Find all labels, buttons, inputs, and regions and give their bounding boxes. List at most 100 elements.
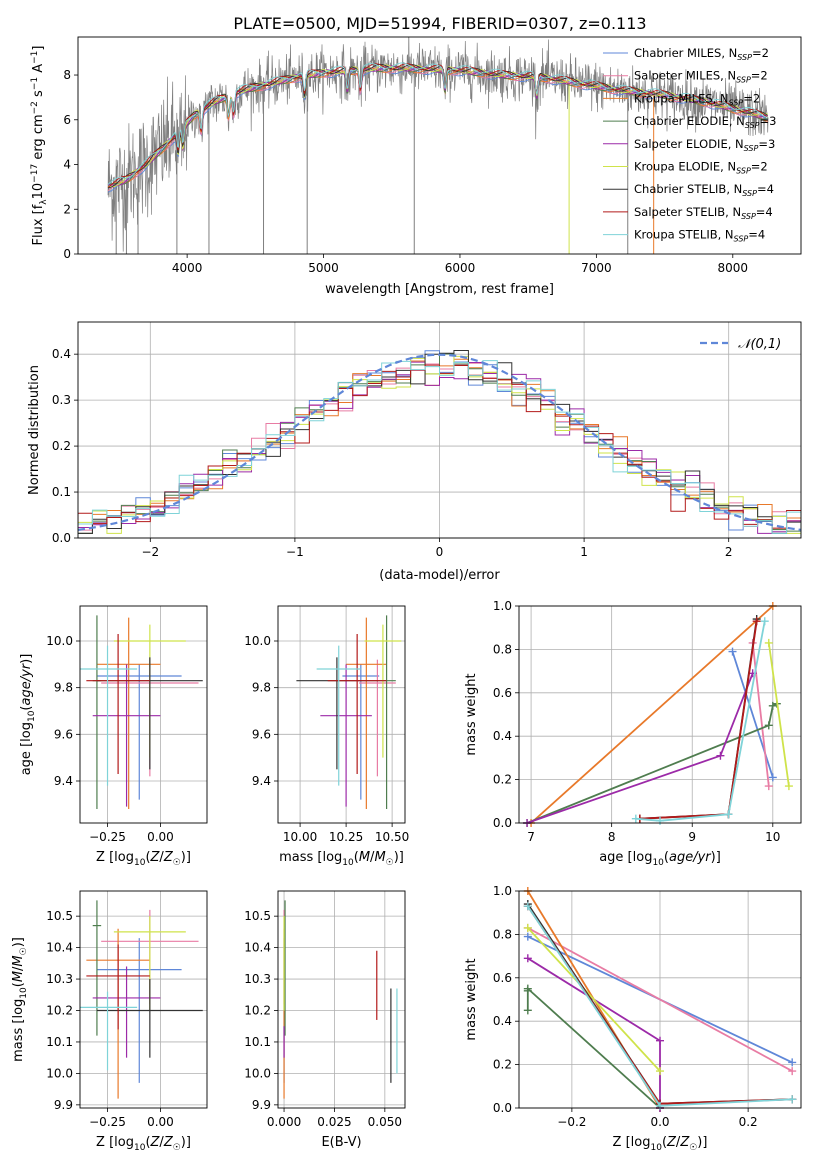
x-tick-label: −0.2 bbox=[557, 1115, 586, 1129]
x-tick-label: 0.050 bbox=[368, 1115, 402, 1129]
spectrum-model-kroupa-elodie bbox=[107, 64, 768, 188]
weight-marker-salpeter-miles bbox=[788, 1067, 797, 1076]
x-tick-label: 9 bbox=[688, 830, 696, 844]
legend-entry: Kroupa MILES, NSSP=2 bbox=[634, 91, 760, 107]
spectrum-model-kroupa-stelib bbox=[107, 62, 768, 185]
y-tick-label: 9.9 bbox=[252, 1098, 271, 1112]
y-tick-label: 0.8 bbox=[493, 642, 512, 656]
plot-frame bbox=[77, 36, 802, 255]
x-tick-label: 0 bbox=[436, 545, 444, 559]
weight-marker-chabrier-miles bbox=[523, 932, 532, 941]
y-tick-label: 0.6 bbox=[493, 686, 512, 700]
weight-marker-kroupa-elodie bbox=[523, 923, 532, 932]
weight-line-salpeter-miles bbox=[751, 642, 770, 787]
x-tick-label: 0.2 bbox=[739, 1115, 758, 1129]
y-tick-label: 0.4 bbox=[493, 1014, 512, 1028]
weight-line-salpeter-elodie bbox=[526, 672, 754, 823]
y-tick-label: 10.5 bbox=[46, 909, 73, 923]
y-tick-label: 10.1 bbox=[46, 1035, 73, 1049]
x-axis-label: Z [log10(Z/Z☉)] bbox=[613, 1135, 708, 1153]
y-tick-label: 9.6 bbox=[252, 727, 271, 741]
weight-line-salpeter-elodie bbox=[527, 957, 661, 1108]
weight-marker-chabrier-elodie bbox=[768, 701, 777, 710]
weight-line-chabrier-stelib bbox=[639, 618, 758, 820]
weight-marker-chabrier-miles bbox=[728, 647, 737, 656]
x-tick-label: 8000 bbox=[718, 261, 749, 275]
y-tick-label: 0.6 bbox=[493, 971, 512, 985]
y-tick-label: 1.0 bbox=[493, 599, 512, 613]
weight-marker-chabrier-miles bbox=[768, 773, 777, 782]
x-tick-label: 7000 bbox=[581, 261, 612, 275]
weight-marker-kroupa-stelib bbox=[631, 814, 640, 823]
x-tick-label: −1 bbox=[286, 545, 304, 559]
x-tick-label: 10.00 bbox=[283, 830, 317, 844]
histogram-kroupa-stelib bbox=[78, 360, 801, 538]
x-axis-label: wavelength [Angstrom, rest frame] bbox=[325, 282, 554, 297]
weight-marker-chabrier-miles bbox=[788, 1058, 797, 1067]
weight-line-kroupa-elodie bbox=[767, 642, 790, 787]
x-axis-label: (data-model)/error bbox=[379, 568, 500, 583]
plot-frame bbox=[77, 321, 802, 539]
y-tick-label: 10.3 bbox=[46, 972, 73, 986]
residuals-legend: 𝒩(0,1) bbox=[700, 337, 781, 352]
legend-entry: Salpeter MILES, NSSP=2 bbox=[634, 69, 768, 85]
x-axis-label: age [log10(age/yr)] bbox=[599, 850, 721, 868]
y-axis-label: mass weight bbox=[464, 673, 479, 755]
figure-title: PLATE=0500, MJD=51994, FIBERID=0307, z=0… bbox=[233, 14, 646, 33]
x-tick-label: 6000 bbox=[445, 261, 476, 275]
plot-frame bbox=[79, 605, 208, 824]
y-axis-label: Flux [fλ10−17 erg cm−2 s−1 A−1] bbox=[30, 46, 49, 246]
weight-line-salpeter-miles bbox=[527, 927, 793, 1072]
weight-line-chabrier-elodie bbox=[526, 702, 778, 823]
legend-entry: Kroupa ELODIE, NSSP=2 bbox=[634, 160, 768, 176]
y-tick-label: 10.1 bbox=[244, 1035, 271, 1049]
spectrum-model-kroupa-miles bbox=[107, 66, 768, 189]
legend-entry: Chabrier MILES, NSSP=2 bbox=[634, 46, 769, 62]
x-tick-label: 0.000 bbox=[267, 1115, 301, 1129]
residuals-axes: −2 −1 0 1 2 0.0 0.1 0.2 0.3 0.4 (data-model)/error… bbox=[27, 322, 801, 583]
weight-vs-Z-axes: −0.2 0.0 0.2 0.0 0.2 0.4 0.6 0.8 1.0 Z [log10(Z/Z… bbox=[464, 884, 801, 1153]
legend-entry: Salpeter ELODIE, NSSP=3 bbox=[634, 137, 775, 153]
weight-marker-kroupa-stelib bbox=[788, 1095, 797, 1104]
weight-marker-salpeter-elodie bbox=[523, 954, 532, 963]
x-tick-label: 0.0 bbox=[650, 1115, 669, 1129]
weight-marker-chabrier-elodie bbox=[764, 721, 773, 730]
y-tick-label: 0.0 bbox=[493, 816, 512, 830]
y-tick-label: 0.3 bbox=[52, 393, 71, 407]
x-tick-label: −2 bbox=[141, 545, 159, 559]
y-tick-label: 10.2 bbox=[244, 1004, 271, 1018]
mass-vs-Z-axes: −0.25 0.00 9.9 10.0 10.1 10.2 10.3 10.4 10.5 Z [l… bbox=[11, 891, 207, 1153]
y-tick-label: 0.4 bbox=[493, 729, 512, 743]
y-tick-label: 10.0 bbox=[46, 1066, 73, 1080]
y-tick-label: 0.0 bbox=[493, 1101, 512, 1115]
x-tick-label: −0.25 bbox=[89, 1115, 126, 1129]
y-tick-label: 10.0 bbox=[46, 634, 73, 648]
y-tick-label: 0.2 bbox=[493, 1058, 512, 1072]
age-vs-Z-axes: −0.25 0.00 9.4 9.6 9.8 10.0 Z [log10(Z/Z☉)] age… bbox=[19, 606, 207, 868]
weight-marker-kroupa-stelib bbox=[523, 902, 532, 911]
y-tick-label: 10.0 bbox=[244, 1066, 271, 1080]
weight-marker-kroupa-elodie bbox=[656, 1067, 664, 1076]
normal-curve bbox=[78, 353, 801, 531]
weight-line-salpeter-stelib bbox=[639, 621, 758, 820]
legend-entry: Salpeter STELIB, NSSP=4 bbox=[634, 205, 773, 221]
x-tick-label: 0.00 bbox=[147, 830, 174, 844]
x-tick-label: 7 bbox=[527, 830, 535, 844]
weight-marker-kroupa-elodie bbox=[784, 782, 793, 791]
age-vs-mass-axes: 10.00 10.25 10.50 9.4 9.6 9.8 10.0 mass [log10(… bbox=[244, 606, 409, 868]
weight-marker-kroupa-stelib bbox=[760, 617, 769, 626]
x-tick-label: 5000 bbox=[308, 261, 339, 275]
weight-marker-salpeter-stelib bbox=[752, 617, 761, 626]
plot-frame bbox=[79, 890, 208, 1109]
x-tick-label: 10.50 bbox=[375, 830, 409, 844]
y-tick-label: 10.0 bbox=[244, 634, 271, 648]
weight-marker-kroupa-stelib bbox=[656, 816, 664, 825]
plot-frame bbox=[518, 605, 802, 824]
y-tick-label: 9.6 bbox=[54, 727, 73, 741]
y-tick-label: 0.2 bbox=[52, 439, 71, 453]
spectrum-axes: 4000 5000 6000 7000 8000 0 2 4 6 8 wavelength [Ang… bbox=[30, 46, 748, 298]
weight-marker-salpeter-miles bbox=[764, 782, 773, 791]
spectrum-model-chabrier-miles bbox=[107, 67, 768, 193]
y-tick-label: 0.1 bbox=[52, 485, 71, 499]
x-tick-label: 4000 bbox=[172, 261, 203, 275]
